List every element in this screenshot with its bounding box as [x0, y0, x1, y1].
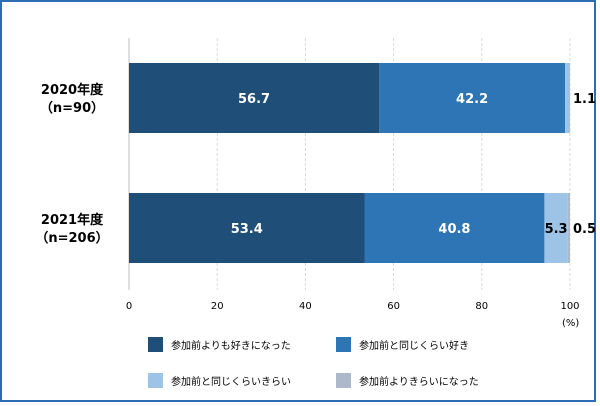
- x-tick-label: 40: [299, 301, 312, 312]
- bar-segment: [379, 63, 566, 133]
- legend-label: 参加前と同じくらいきらい: [171, 377, 291, 388]
- legend-swatch: [148, 373, 163, 388]
- bar-segment: [565, 63, 570, 133]
- legend-label: 参加前と同じくらい好き: [359, 341, 469, 352]
- legend-swatch: [336, 337, 351, 352]
- bar-segment: [129, 63, 380, 133]
- data-label: 42.2: [456, 92, 488, 107]
- data-label: 40.8: [438, 222, 470, 237]
- data-label: 53.4: [231, 222, 263, 237]
- x-tick-label: 60: [387, 301, 400, 312]
- data-label: 5.3: [545, 222, 568, 237]
- x-tick-label: 20: [211, 301, 224, 312]
- x-axis-unit: (%): [562, 318, 580, 329]
- x-tick-label: 0: [126, 301, 132, 312]
- bar-segment: [544, 193, 568, 263]
- category-sublabel: （n=90）: [40, 100, 104, 116]
- x-tick-label: 100: [560, 301, 579, 312]
- bar-segment: [567, 193, 570, 263]
- data-label: 56.7: [238, 92, 270, 107]
- legend-swatch: [148, 337, 163, 352]
- legend-item-same-disliked: 参加前と同じくらいきらい: [148, 373, 291, 388]
- legend-label: 参加前よりきらいになった: [359, 377, 479, 388]
- legend-item-same-liked: 参加前と同じくらい好き: [336, 337, 469, 352]
- data-label: 0.5: [573, 222, 596, 237]
- bar-segment: [364, 193, 545, 263]
- data-label: 1.1: [573, 92, 596, 107]
- bar-segment: [129, 193, 365, 263]
- x-tick-label: 80: [475, 301, 488, 312]
- legend-label: 参加前よりも好きになった: [171, 341, 291, 352]
- legend-swatch: [336, 373, 351, 388]
- legend-item-more-liked: 参加前よりも好きになった: [148, 337, 291, 352]
- category-sublabel: （n=206）: [35, 230, 108, 246]
- legend-item-more-disliked: 参加前よりきらいになった: [336, 373, 479, 388]
- category-label: 2020年度: [41, 82, 104, 98]
- category-label: 2021年度: [41, 212, 104, 228]
